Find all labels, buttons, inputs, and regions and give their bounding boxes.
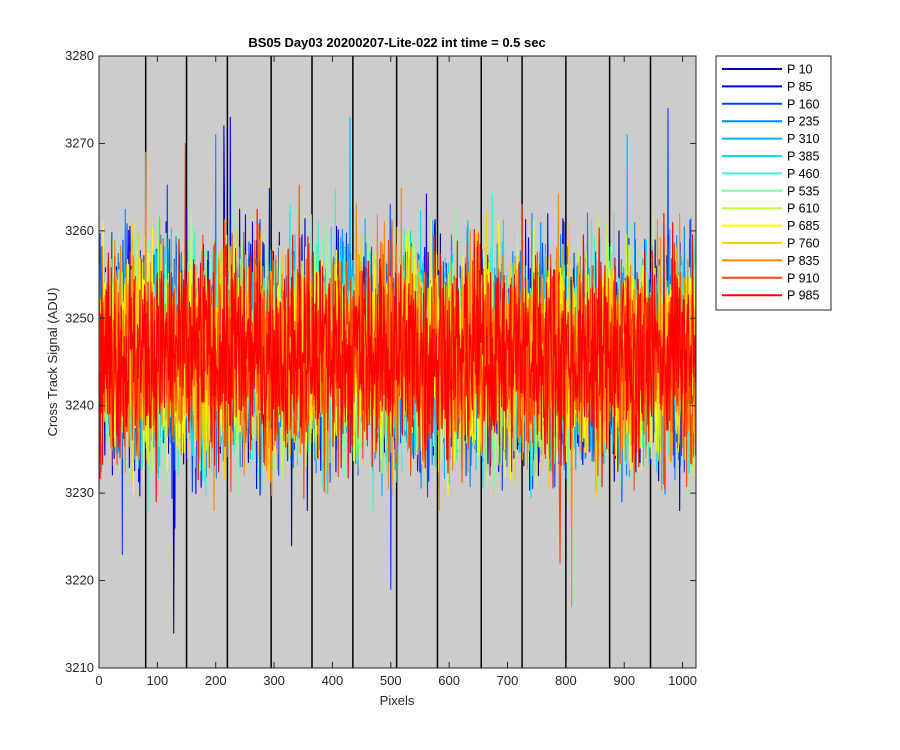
x-tick-label: 700	[497, 673, 519, 688]
x-tick-label: 200	[205, 673, 227, 688]
legend-label: P 610	[787, 202, 819, 216]
legend-label: P 310	[787, 132, 819, 146]
y-tick-label: 3280	[65, 48, 94, 63]
y-tick-label: 3250	[65, 310, 94, 325]
legend-label: P 835	[787, 254, 819, 268]
x-tick-label: 900	[613, 673, 635, 688]
data-traces	[98, 107, 697, 634]
series-line-p-985	[98, 142, 697, 503]
legend[interactable]: P 10 P 85 P 160 P 235 P 310 P 385 P 460 P 535 P …	[715, 55, 832, 311]
y-axis-label: Cross Track Signal (ADU)	[45, 288, 60, 437]
x-tick-label: 300	[263, 673, 285, 688]
y-tick-label: 3270	[65, 135, 94, 150]
legend-label: P 535	[787, 184, 819, 198]
x-tick-label: 800	[555, 673, 577, 688]
y-tick-label: 3230	[65, 485, 94, 500]
x-axis-ticks: 0 100 200 300 400 500 600 700 800 900 1000	[95, 56, 697, 688]
y-tick-label: 3220	[65, 573, 94, 588]
x-tick-label: 400	[322, 673, 344, 688]
y-tick-label: 3240	[65, 398, 94, 413]
y-tick-label: 3260	[65, 223, 94, 238]
x-tick-label: 0	[95, 673, 102, 688]
legend-label: P 160	[787, 97, 819, 111]
legend-label: P 235	[787, 115, 819, 129]
legend-label: P 910	[787, 271, 819, 285]
legend-label: P 85	[787, 80, 813, 94]
y-tick-label: 3210	[65, 660, 94, 675]
legend-label: P 460	[787, 167, 819, 181]
x-tick-label: 500	[380, 673, 402, 688]
legend-label: P 10	[787, 63, 813, 77]
legend-label: P 985	[787, 289, 819, 303]
legend-box	[715, 55, 832, 311]
x-tick-label: 100	[147, 673, 169, 688]
y-axis-ticks: 3210 3220 3230 3240 3250 3260 3270 3280	[65, 48, 696, 675]
chart-title: BS05 Day03 20200207-Lite-022 int time = …	[248, 35, 545, 50]
axes-frame	[98, 55, 697, 669]
legend-label: P 760	[787, 237, 819, 251]
x-tick-label: 600	[438, 673, 460, 688]
x-axis-label: Pixels	[380, 693, 415, 708]
legend-label: P 685	[787, 219, 819, 233]
x-tick-label: 1000	[668, 673, 697, 688]
legend-label: P 385	[787, 150, 819, 164]
